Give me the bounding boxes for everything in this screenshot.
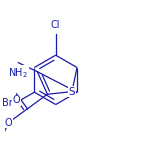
Text: Br: Br [2,98,13,108]
Text: O: O [13,95,20,105]
Text: O: O [5,118,12,128]
Text: S: S [69,87,75,97]
Text: NH$_2$: NH$_2$ [9,66,28,80]
Text: Cl: Cl [51,20,60,30]
